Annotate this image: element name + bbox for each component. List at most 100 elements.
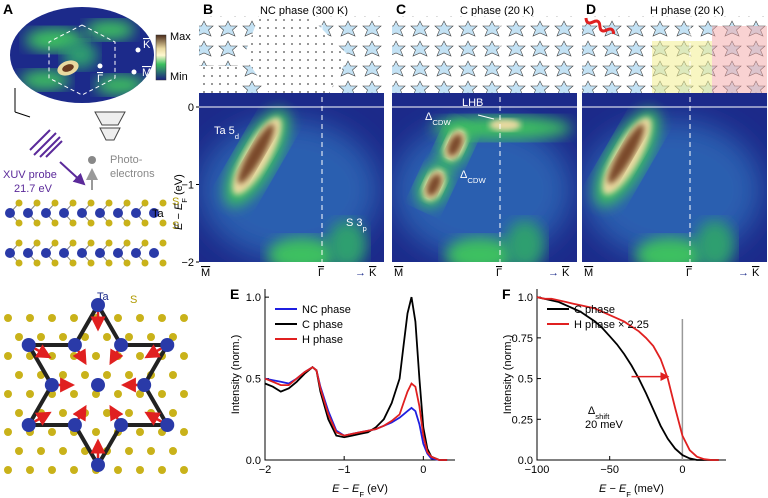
lattice	[4, 298, 188, 474]
s-atom	[123, 219, 131, 227]
s-atom	[15, 333, 23, 341]
gamma-label: Γ	[97, 73, 103, 85]
y-tick-label: 0.75	[512, 333, 533, 345]
annotation: ΔCDW	[460, 169, 486, 185]
s-atom	[51, 199, 59, 207]
s-atom	[105, 259, 113, 267]
gamma-dot	[97, 63, 103, 69]
annotation-part: Δ	[460, 169, 468, 181]
y-axis-label: Intensity (norm.)	[230, 335, 242, 414]
s-atom	[87, 239, 95, 247]
chart: F−100 −50 00.00.250.50.751.0E − EF (meV)In…	[502, 286, 726, 498]
s-atom	[159, 219, 167, 227]
ta-atom	[95, 208, 105, 218]
s-atom	[70, 466, 78, 474]
ta-atom	[77, 208, 87, 218]
annotation-part: shift	[595, 412, 610, 421]
s-atom	[81, 333, 89, 341]
annotation: LHB	[462, 97, 483, 109]
ta-atom	[59, 248, 69, 258]
s-atom	[70, 390, 78, 398]
panel-label: E	[230, 286, 239, 302]
axis	[536, 289, 726, 461]
series-line	[264, 296, 448, 461]
s-atom	[59, 409, 67, 417]
s-atom	[123, 239, 131, 247]
s-atom	[69, 199, 77, 207]
k-label-part: K	[562, 267, 570, 279]
band-intensity	[695, 220, 735, 262]
band-intensity	[505, 220, 545, 262]
xuv-label: XUV probe	[3, 169, 57, 181]
s-atom	[15, 259, 23, 267]
annotation-part: S 3	[346, 217, 363, 229]
arpes-panel	[392, 16, 577, 262]
s-atom	[59, 333, 67, 341]
series-line	[264, 366, 448, 461]
s-atom	[125, 333, 133, 341]
band-intensity	[635, 237, 705, 262]
panel-title: NC phase (300 K)	[260, 5, 348, 17]
xuv-energy: 21.7 eV	[14, 183, 53, 195]
y-axis-label: E − EF (eV)	[173, 174, 189, 230]
s-atom	[141, 199, 149, 207]
analyzer	[94, 111, 126, 141]
annotation: S 3p	[346, 217, 367, 233]
series-line	[536, 296, 719, 461]
annotation-part: Δ	[425, 111, 433, 123]
ta-atom	[41, 248, 51, 258]
real-space-pattern	[392, 16, 577, 93]
s-atom	[180, 428, 188, 436]
s-atom	[141, 239, 149, 247]
y-axis-label: Intensity (norm.)	[502, 335, 514, 414]
s-atom	[159, 239, 167, 247]
x-axis-label: E − EF (meV)	[599, 483, 664, 498]
annotation-part: CDW	[432, 118, 451, 127]
s-atom	[180, 466, 188, 474]
ta-atom	[91, 298, 105, 312]
k-label: → K	[548, 267, 570, 279]
ta-atom	[23, 248, 33, 258]
layer-ta: Ta	[152, 208, 165, 220]
y-axis-label-part: E − E	[173, 202, 185, 230]
brillouin-zone	[48, 24, 116, 96]
s-atom	[125, 409, 133, 417]
s-atom	[51, 259, 59, 267]
x-tick-label: −2	[259, 464, 272, 476]
ta-atom	[160, 338, 175, 352]
layer-s: S	[172, 220, 179, 232]
s-atom	[4, 466, 12, 474]
arpes-panel	[199, 16, 384, 262]
s-atom	[69, 259, 77, 267]
panel-label: C	[396, 1, 406, 17]
band-intensity	[447, 133, 463, 157]
annotation-part: Ta 5	[214, 125, 235, 137]
s-atom	[147, 447, 155, 455]
x-axis-label: E − EF (eV)	[332, 483, 388, 498]
s-atom	[48, 466, 56, 474]
panel-title: C phase (20 K)	[460, 5, 534, 17]
band-intensity	[237, 124, 275, 184]
s-atom	[169, 447, 177, 455]
ta-atom	[23, 208, 33, 218]
colorbar	[155, 34, 167, 81]
ta-atom	[149, 208, 159, 218]
band-intensity	[489, 119, 521, 131]
ta-atom	[137, 378, 152, 392]
band-intensity	[267, 237, 337, 262]
annotation-arrow	[477, 114, 495, 120]
k-label: → K	[738, 267, 760, 279]
x-tick-label: 0	[420, 464, 426, 476]
k-label-part: K	[752, 267, 760, 279]
panel-label: B	[203, 1, 213, 17]
s-atom	[92, 352, 100, 360]
s-atom	[114, 314, 122, 322]
disorder-region	[199, 66, 239, 93]
x-axis-label-part: F	[359, 490, 364, 498]
lattice-ta: Ta	[97, 291, 110, 303]
s-atom	[180, 390, 188, 398]
k-label: M	[584, 267, 593, 279]
colorbar-max: Max	[170, 31, 191, 43]
s-atom	[87, 219, 95, 227]
